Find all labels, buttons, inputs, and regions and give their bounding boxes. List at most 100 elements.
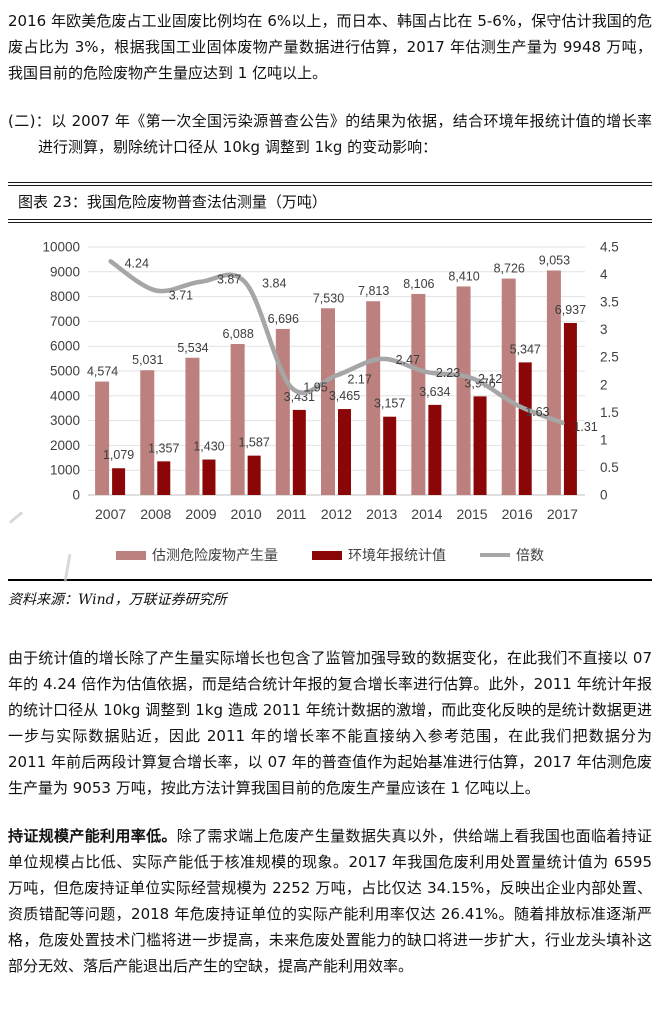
left-axis-label: 10000 (42, 240, 80, 255)
figure-title: 图表 23：我国危险废物普查法估测量（万吨） (18, 193, 327, 211)
bar-reported (112, 468, 126, 495)
x-axis-label: 2016 (502, 506, 533, 522)
x-axis-label: 2012 (321, 506, 352, 522)
bar-reported-label: 1,357 (148, 441, 179, 455)
left-axis-label: 8000 (50, 289, 80, 304)
figure-bottom-rule (8, 579, 652, 581)
right-axis-label: 2.5 (600, 350, 619, 365)
x-axis-label: 2014 (411, 506, 442, 522)
right-axis-label: 3 (600, 322, 608, 337)
bar-estimated (546, 270, 561, 495)
chart-area: 0 1000 2000 3000 4000 5000 6000 7000 8000 9000 100… (28, 227, 652, 531)
paragraph-capacity-utilization: 持证规模产能利用率低。除了需求端上危废产生量数据失真以外，供给端上看我国也面临着… (8, 823, 652, 979)
bar-reported (292, 409, 306, 495)
x-axis-label: 2007 (95, 506, 126, 522)
line-label: 3.84 (262, 276, 286, 290)
figure-title-bar: 图表 23：我国危险废物普查法估测量（万吨） (8, 182, 652, 223)
figure-23: 图表 23：我国危险废物普查法估测量（万吨） 0 1000 2000 3000 4000… (8, 182, 652, 611)
bar-estimated-label: 8,726 (494, 262, 525, 276)
bar-estimated-label: 4,574 (87, 365, 118, 379)
right-axis-label: 0.5 (600, 460, 619, 475)
x-axis-label: 2011 (276, 506, 306, 522)
left-axis-label: 2000 (50, 438, 80, 453)
line-label: 2.17 (348, 372, 372, 386)
multiplier-line (108, 259, 565, 426)
bar-estimated-label: 5,534 (177, 341, 208, 355)
line-label: 4.24 (125, 256, 149, 270)
x-axis-label: 2013 (366, 506, 397, 522)
bar-estimated-label: 8,106 (403, 277, 434, 291)
left-axis-label: 4000 (50, 388, 80, 403)
line-label: 1.95 (303, 381, 327, 395)
bar-estimated-label: 9,053 (539, 253, 570, 267)
paragraph-hazwaste-ratio: 2016 年欧美危废占工业固废比例均在 6%以上，而日本、韩国占比在 5-6%，… (8, 12, 652, 82)
bar-estimated-label: 8,410 (448, 269, 479, 283)
right-axis-label: 1 (600, 432, 608, 447)
right-axis-label: 0 (600, 488, 608, 503)
x-axis-label: 2010 (231, 506, 262, 522)
legend-item-reported: 环境年报统计值 (312, 545, 446, 565)
bar-estimated (95, 381, 110, 495)
bar-estimated (456, 286, 471, 495)
right-axis-label: 2 (600, 377, 608, 392)
left-axis-label: 7000 (50, 314, 80, 329)
bar-estimated (185, 357, 200, 495)
bar-reported (518, 362, 532, 495)
bar-reported (247, 455, 261, 495)
bar-estimated (140, 370, 155, 495)
bar-reported-label: 1,430 (193, 440, 224, 454)
bar-estimated-label: 6,696 (268, 312, 299, 326)
line-label: 3.87 (217, 273, 241, 287)
line-label: 1.63 (525, 405, 549, 419)
legend-swatch-reported-bar (312, 550, 342, 560)
bar-reported-label: 1,079 (103, 448, 134, 462)
x-axis-label: 2008 (140, 506, 171, 522)
bar-reported (202, 459, 216, 495)
line-label: 3.71 (169, 289, 193, 303)
line-label: 2.23 (436, 366, 460, 380)
legend-item-estimated: 估测危险废物产生量 (116, 545, 278, 565)
chart-legend: 估测危险废物产生量 环境年报统计值 倍数 (8, 545, 652, 565)
right-axis-label: 4 (600, 267, 608, 282)
bar-estimated-label: 5,031 (132, 353, 163, 367)
bar-estimated (321, 308, 335, 495)
right-axis-label: 3.5 (600, 295, 619, 310)
figure-source: 资料来源：Wind，万联证券研究所 (8, 592, 227, 608)
x-axis-label: 2017 (547, 506, 578, 522)
bar-reported (428, 404, 442, 495)
bar-estimated-label: 6,088 (222, 327, 253, 341)
bar-reported-label: 3,157 (374, 397, 405, 411)
paragraph-growth-analysis: 由于统计值的增长除了产生量实际增长也包含了监管加强导致的数据变化，在此我们不直接… (8, 649, 652, 797)
legend-label-multiplier: 倍数 (516, 548, 544, 564)
legend-swatch-estimated-bar (116, 550, 146, 560)
bar-reported-label: 3,465 (329, 389, 360, 403)
line-label: 2.47 (396, 353, 420, 367)
paragraph-capacity-rest: 除了需求端上危废产生量数据失真以外，供给端上看我国也面临着持证单位规模占比低、实… (8, 827, 652, 975)
x-axis-label: 2015 (456, 506, 487, 522)
bar-estimated-label: 7,530 (313, 291, 344, 305)
left-axis-label: 5000 (50, 364, 80, 379)
x-axis-label: 2009 (185, 506, 216, 522)
bar-reported-label: 5,347 (510, 342, 541, 356)
left-axis-label: 9000 (50, 264, 80, 279)
line-label: 1.31 (573, 420, 597, 434)
right-axis-label: 4.5 (600, 240, 619, 255)
legend-swatch-multiplier-line (480, 553, 510, 557)
left-axis-label: 3000 (50, 413, 80, 428)
paragraph-method-two: (二)：以 2007 年《第一次全国污染源普查公告》的结果为依据，结合环境年报统… (8, 112, 652, 156)
bar-estimated (411, 293, 426, 495)
bar-estimated-label: 7,813 (358, 284, 389, 298)
line-label: 2.12 (478, 372, 502, 386)
legend-label-estimated: 估测危险废物产生量 (152, 548, 278, 564)
bar-reported-label: 6,937 (555, 303, 586, 317)
bar-reported (563, 322, 577, 495)
paragraph-lead-bold: 持证规模产能利用率低。 (8, 827, 177, 845)
left-axis-label: 1000 (50, 463, 80, 478)
bar-reported-label: 1,587 (238, 436, 269, 450)
estimation-chart: 0100020003000400050006000700080009000100… (42, 240, 619, 523)
bar-reported-label: 3,634 (419, 385, 450, 399)
legend-item-multiplier: 倍数 (480, 545, 544, 565)
right-axis-label: 1.5 (600, 405, 619, 420)
bar-reported (473, 396, 487, 495)
